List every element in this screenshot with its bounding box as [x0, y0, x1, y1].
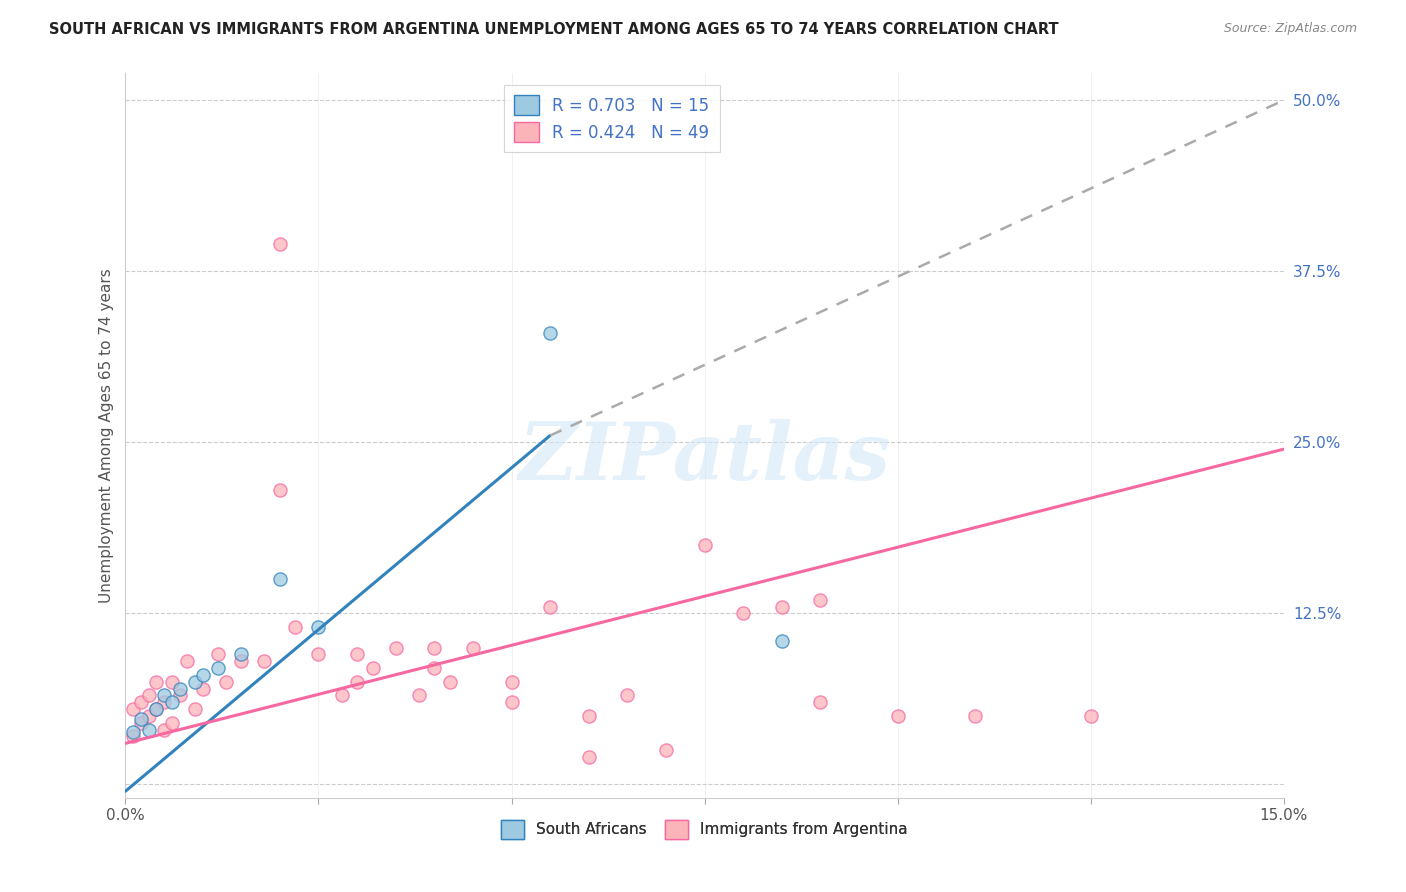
- Point: [886, 709, 908, 723]
- Point: [129, 695, 152, 709]
- Point: [153, 689, 176, 703]
- Point: [346, 648, 368, 662]
- Text: ZIPatlas: ZIPatlas: [519, 418, 890, 496]
- Point: [138, 723, 160, 737]
- Point: [408, 689, 430, 703]
- Point: [231, 648, 253, 662]
- Point: [153, 723, 176, 737]
- Point: [129, 712, 152, 726]
- Point: [269, 237, 291, 252]
- Point: [138, 709, 160, 723]
- Point: [361, 661, 384, 675]
- Text: Source: ZipAtlas.com: Source: ZipAtlas.com: [1223, 22, 1357, 36]
- Point: [138, 689, 160, 703]
- Point: [461, 640, 484, 655]
- Point: [616, 689, 638, 703]
- Point: [184, 674, 207, 689]
- Legend: South Africans, Immigrants from Argentina: South Africans, Immigrants from Argentin…: [495, 814, 914, 845]
- Point: [122, 702, 145, 716]
- Point: [145, 702, 167, 716]
- Point: [308, 620, 330, 634]
- Point: [160, 715, 183, 730]
- Point: [308, 648, 330, 662]
- Point: [384, 640, 406, 655]
- Point: [284, 620, 307, 634]
- Point: [733, 607, 755, 621]
- Point: [169, 681, 191, 696]
- Point: [207, 661, 229, 675]
- Point: [501, 674, 523, 689]
- Point: [808, 695, 831, 709]
- Point: [501, 695, 523, 709]
- Point: [253, 654, 276, 668]
- Point: [423, 661, 446, 675]
- Point: [1080, 709, 1102, 723]
- Point: [423, 640, 446, 655]
- Point: [191, 681, 214, 696]
- Y-axis label: Unemployment Among Ages 65 to 74 years: Unemployment Among Ages 65 to 74 years: [100, 268, 114, 603]
- Point: [439, 674, 461, 689]
- Point: [655, 743, 678, 757]
- Point: [770, 633, 793, 648]
- Point: [145, 702, 167, 716]
- Point: [215, 674, 238, 689]
- Point: [538, 599, 561, 614]
- Point: [269, 483, 291, 498]
- Point: [963, 709, 986, 723]
- Point: [160, 695, 183, 709]
- Point: [129, 715, 152, 730]
- Point: [578, 709, 600, 723]
- Point: [770, 599, 793, 614]
- Point: [153, 695, 176, 709]
- Point: [184, 702, 207, 716]
- Point: [160, 674, 183, 689]
- Point: [169, 689, 191, 703]
- Point: [269, 572, 291, 586]
- Point: [231, 654, 253, 668]
- Point: [207, 648, 229, 662]
- Point: [122, 725, 145, 739]
- Point: [191, 668, 214, 682]
- Point: [330, 689, 353, 703]
- Point: [346, 674, 368, 689]
- Text: SOUTH AFRICAN VS IMMIGRANTS FROM ARGENTINA UNEMPLOYMENT AMONG AGES 65 TO 74 YEAR: SOUTH AFRICAN VS IMMIGRANTS FROM ARGENTI…: [49, 22, 1059, 37]
- Point: [122, 730, 145, 744]
- Point: [145, 674, 167, 689]
- Point: [578, 750, 600, 764]
- Point: [538, 326, 561, 340]
- Point: [808, 592, 831, 607]
- Point: [176, 654, 198, 668]
- Point: [693, 538, 716, 552]
